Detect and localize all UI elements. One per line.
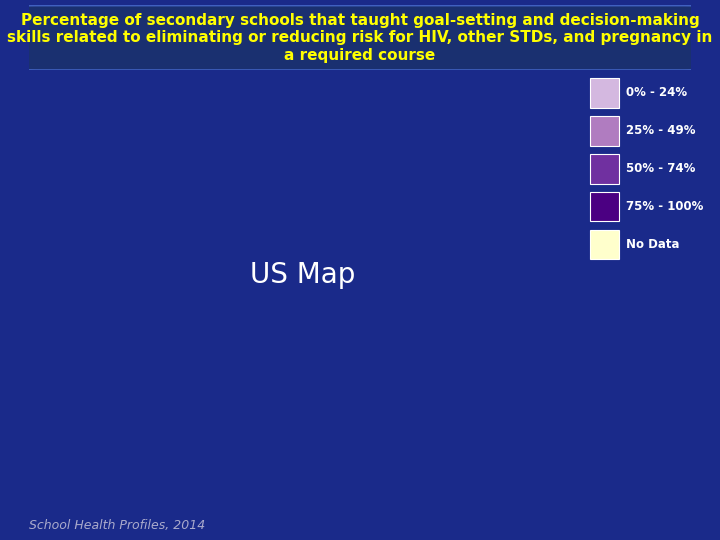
FancyBboxPatch shape — [22, 5, 698, 70]
Text: US Map: US Map — [250, 261, 355, 289]
Text: Percentage of secondary schools that taught goal-setting and decision-making
ski: Percentage of secondary schools that tau… — [7, 13, 713, 63]
Text: 0% - 24%: 0% - 24% — [626, 86, 688, 99]
Text: 25% - 49%: 25% - 49% — [626, 124, 696, 137]
Text: 75% - 100%: 75% - 100% — [626, 200, 703, 213]
Text: School Health Profiles, 2014: School Health Profiles, 2014 — [29, 519, 205, 532]
Text: 50% - 74%: 50% - 74% — [626, 162, 696, 175]
Text: No Data: No Data — [626, 238, 680, 251]
